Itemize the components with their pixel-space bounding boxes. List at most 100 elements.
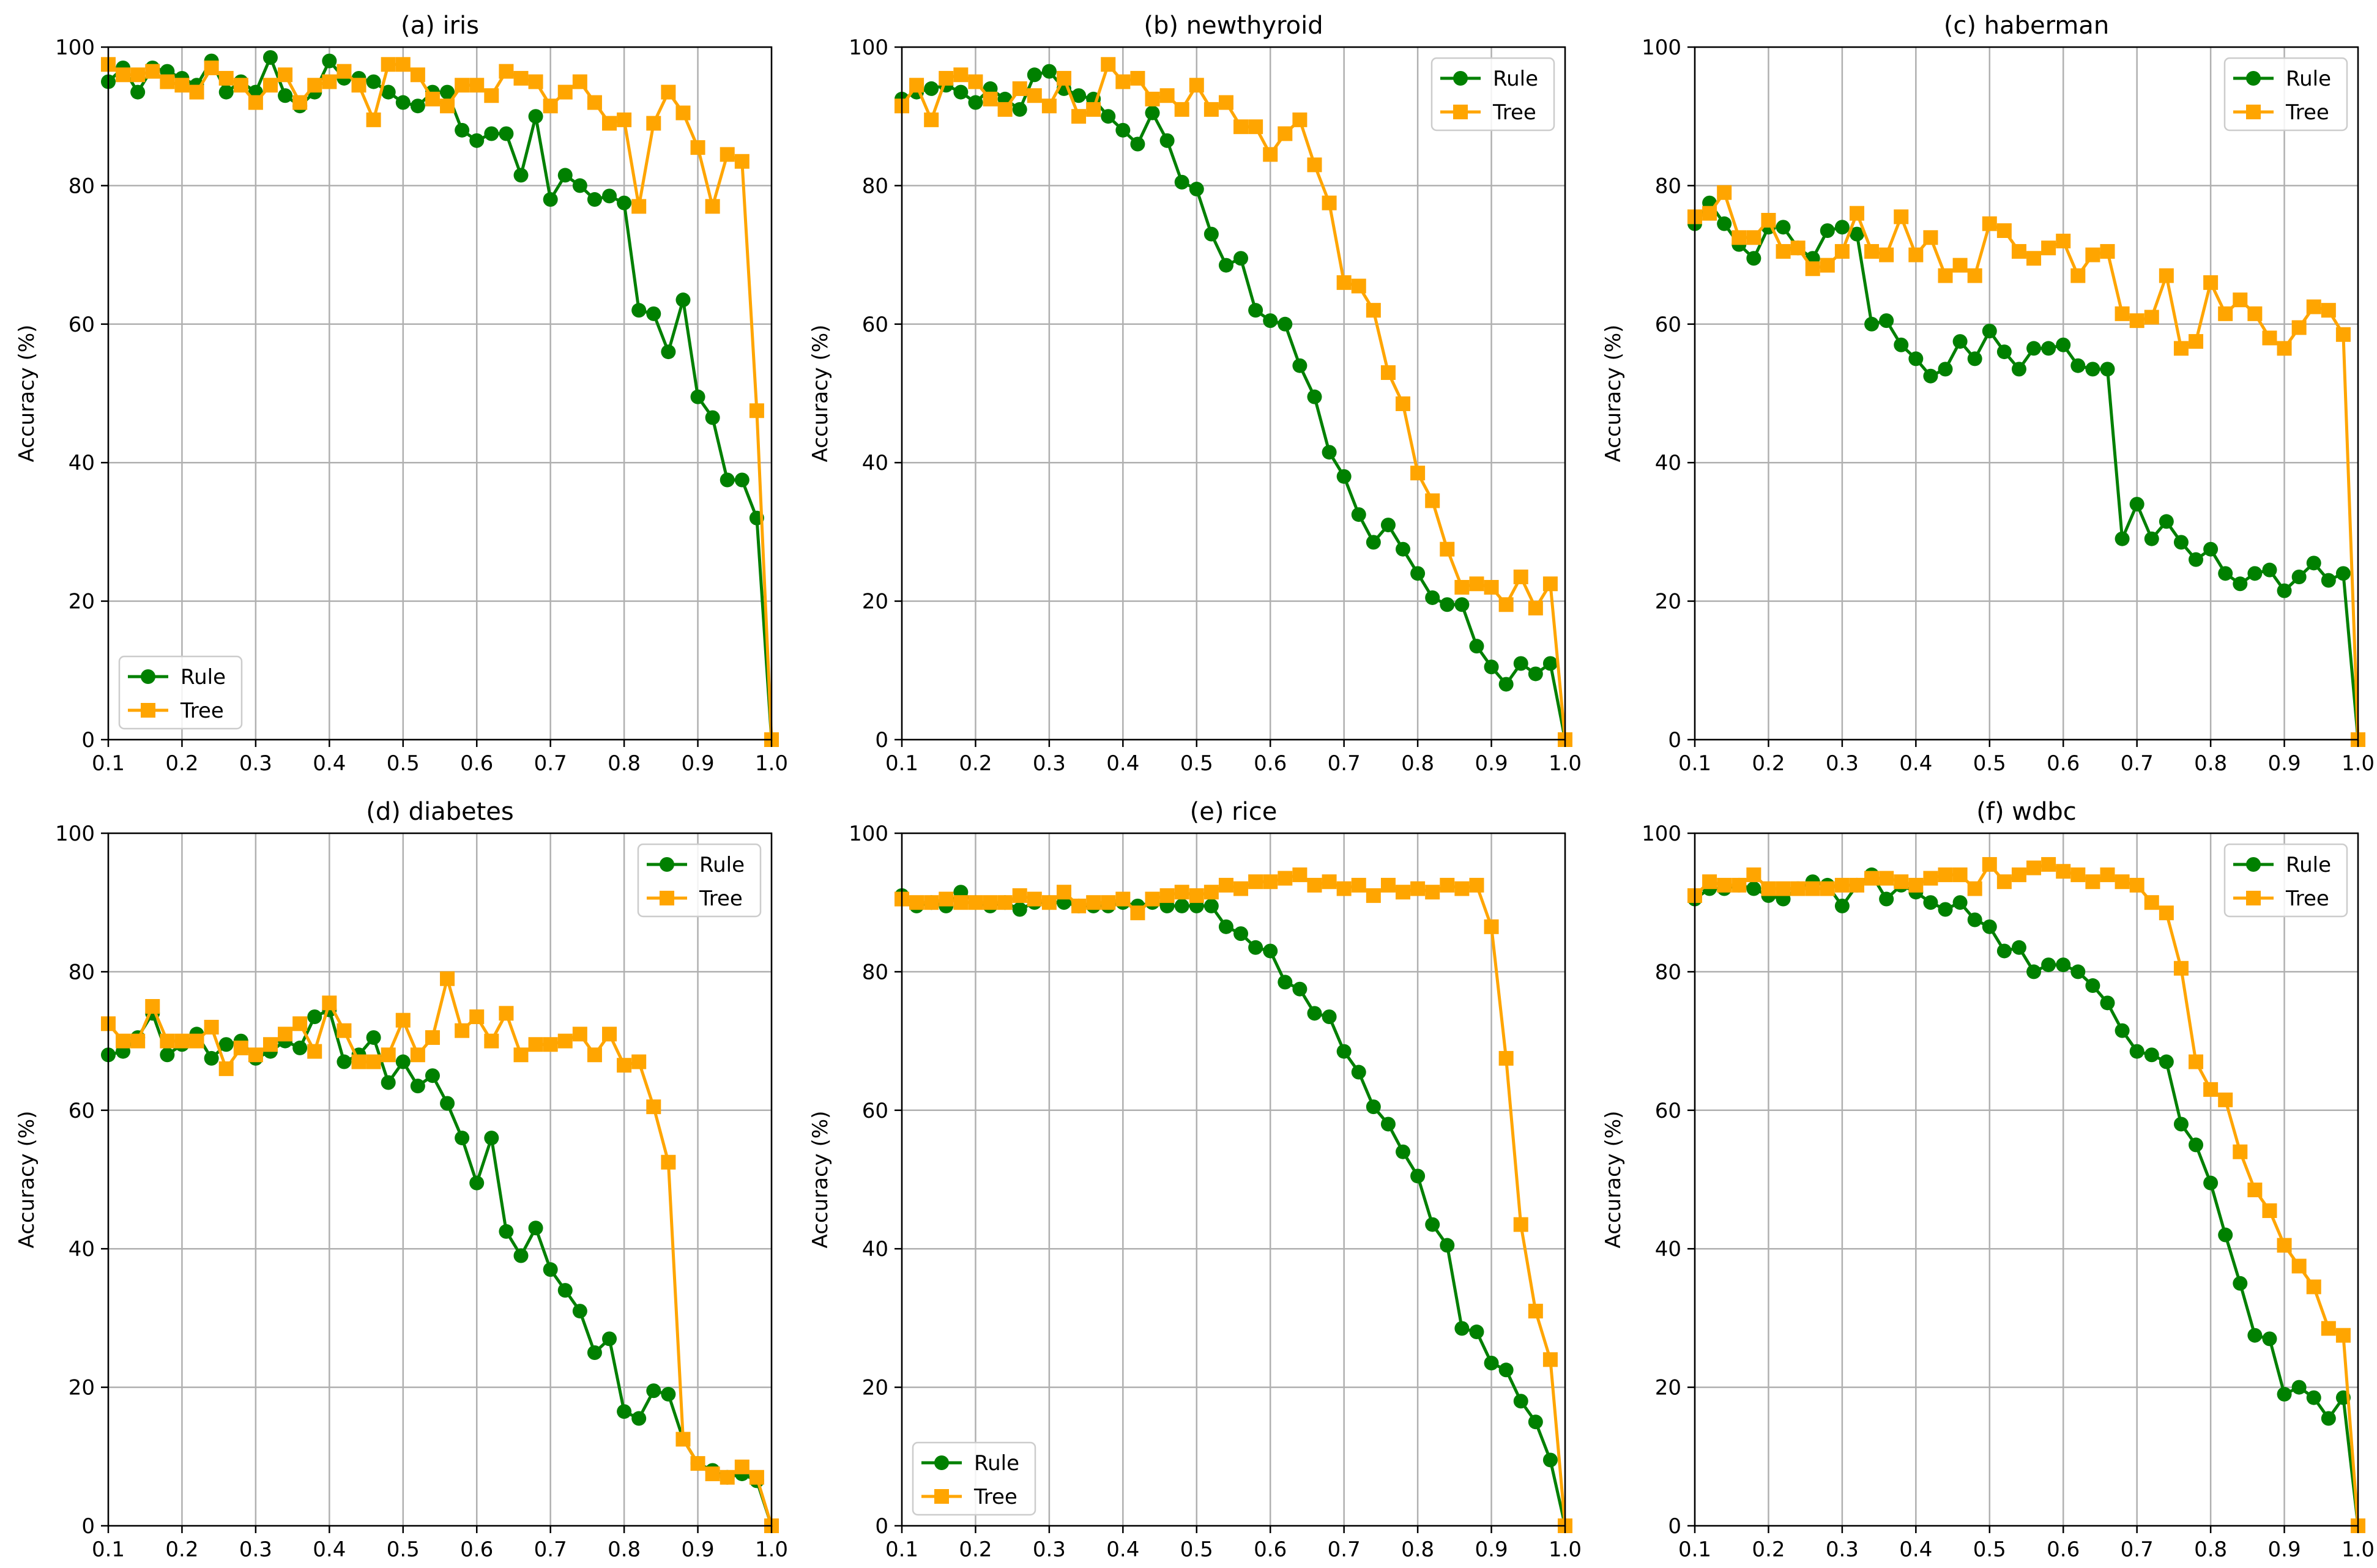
x-tick-label: 0.9 (682, 1537, 715, 1562)
x-tick-label: 0.6 (1254, 1537, 1287, 1562)
x-tick-label: 0.9 (2268, 1537, 2301, 1562)
x-tick-label: 0.2 (165, 751, 198, 776)
series-line-tree (901, 873, 1567, 1526)
data-point-tree (1307, 157, 1322, 173)
data-point-tree (2070, 867, 2086, 882)
x-tick-label: 0.7 (2121, 1537, 2154, 1562)
data-point-rule (617, 1404, 632, 1419)
data-point-tree (2189, 1054, 2204, 1069)
axes-frame (1694, 832, 2359, 1527)
y-tick-label: 60 (1655, 313, 1681, 337)
x-tick-label: 0.3 (239, 751, 272, 776)
data-point-rule (1263, 313, 1278, 329)
series-line-rule (1694, 873, 2360, 1526)
data-point-tree (2129, 313, 2145, 329)
x-tick-label: 0.5 (1973, 1537, 2006, 1562)
data-point-rule (2115, 531, 2130, 546)
data-point-tree (484, 1033, 499, 1049)
data-point-rule (661, 344, 676, 360)
data-point-tree (968, 895, 983, 910)
data-point-rule (557, 168, 573, 183)
data-point-tree (1834, 243, 1850, 259)
data-point-tree (2129, 877, 2145, 893)
x-tick-label: 0.3 (1033, 1537, 1066, 1562)
data-point-tree (1484, 579, 1499, 595)
data-point-tree (1115, 74, 1131, 89)
y-tick-label: 0 (875, 728, 888, 752)
data-point-tree (1396, 396, 1411, 411)
data-point-tree (1101, 57, 1116, 72)
data-point-tree (720, 1470, 735, 1485)
data-point-tree (983, 91, 998, 106)
data-point-rule (2262, 1331, 2277, 1347)
data-point-rule (469, 133, 485, 148)
data-point-rule (455, 122, 470, 138)
data-point-tree (1702, 874, 1717, 890)
x-tick-label: 0.3 (1826, 1537, 1859, 1562)
x-tick-label: 0.4 (1899, 1537, 1932, 1562)
y-tick-label: 20 (69, 590, 95, 614)
series-line-tree (900, 62, 1567, 740)
x-tick-label: 0.4 (1106, 1537, 1139, 1562)
data-point-tree (425, 91, 440, 106)
x-tick-label: 1.0 (1549, 1537, 1582, 1562)
data-point-tree (1189, 888, 1204, 903)
data-point-tree (233, 1040, 248, 1055)
data-point-rule (1336, 1044, 1352, 1059)
legend-label-tree: Tree (1492, 100, 1536, 125)
data-point-rule (1513, 656, 1528, 671)
data-point-tree (675, 105, 691, 121)
x-tick-label: 0.9 (682, 751, 715, 776)
data-point-rule (2041, 341, 2056, 356)
data-point-rule (2233, 576, 2248, 592)
data-point-rule (381, 1075, 396, 1090)
data-point-rule (1218, 258, 1233, 273)
x-tick-label: 0.6 (2047, 1537, 2080, 1562)
data-point-tree (2291, 1258, 2307, 1274)
axes-frame (107, 832, 773, 1527)
data-point-tree (1761, 881, 1776, 896)
data-point-rule (1248, 940, 1263, 955)
data-point-rule (1366, 1099, 1381, 1115)
data-point-rule (1908, 351, 1924, 366)
data-point-tree (440, 971, 455, 986)
data-point-rule (2277, 1386, 2292, 1402)
data-point-rule (1263, 943, 1278, 959)
data-point-rule (2218, 566, 2233, 581)
data-point-rule (1528, 1414, 1543, 1430)
data-point-tree (1996, 874, 2012, 890)
data-point-tree (1702, 206, 1717, 221)
data-point-tree (2011, 867, 2026, 882)
data-point-rule (1469, 639, 1484, 654)
chart-panel-3: 0.1 0.2 0.3 0.4 0.5 0.6 0.7 0.8 0.9 1.0 0 20 40 60 80 1… (1601, 12, 2375, 776)
data-point-tree (924, 112, 939, 127)
data-point-tree (1879, 247, 1894, 262)
data-point-tree (278, 1027, 293, 1042)
data-point-tree (1366, 888, 1381, 903)
data-point-tree (602, 1027, 617, 1042)
data-point-tree (292, 95, 308, 110)
data-point-rule (2321, 1411, 2336, 1426)
data-point-tree (2085, 247, 2100, 262)
data-point-tree (2218, 306, 2233, 321)
data-point-tree (749, 1470, 764, 1485)
data-point-tree (1967, 268, 1982, 283)
y-axis-label: Accuracy (%) (15, 1111, 39, 1249)
data-point-rule (924, 81, 939, 96)
data-point-rule (2159, 514, 2174, 529)
data-point-tree (1923, 230, 1938, 245)
data-point-tree (2100, 243, 2115, 259)
data-point-tree (337, 64, 352, 79)
data-point-tree (1203, 102, 1219, 117)
data-point-rule (1012, 902, 1027, 917)
data-point-tree (395, 57, 411, 72)
data-point-tree (322, 74, 337, 89)
data-point-tree (1849, 877, 1864, 893)
data-point-tree (1776, 243, 1791, 259)
data-point-tree (1351, 278, 1366, 294)
x-tick-label: 0.9 (1475, 1537, 1508, 1562)
data-point-tree (528, 1037, 543, 1052)
data-point-rule (337, 1054, 352, 1069)
series-line-tree (107, 62, 773, 740)
legend-label-rule: Rule (974, 1451, 1019, 1476)
